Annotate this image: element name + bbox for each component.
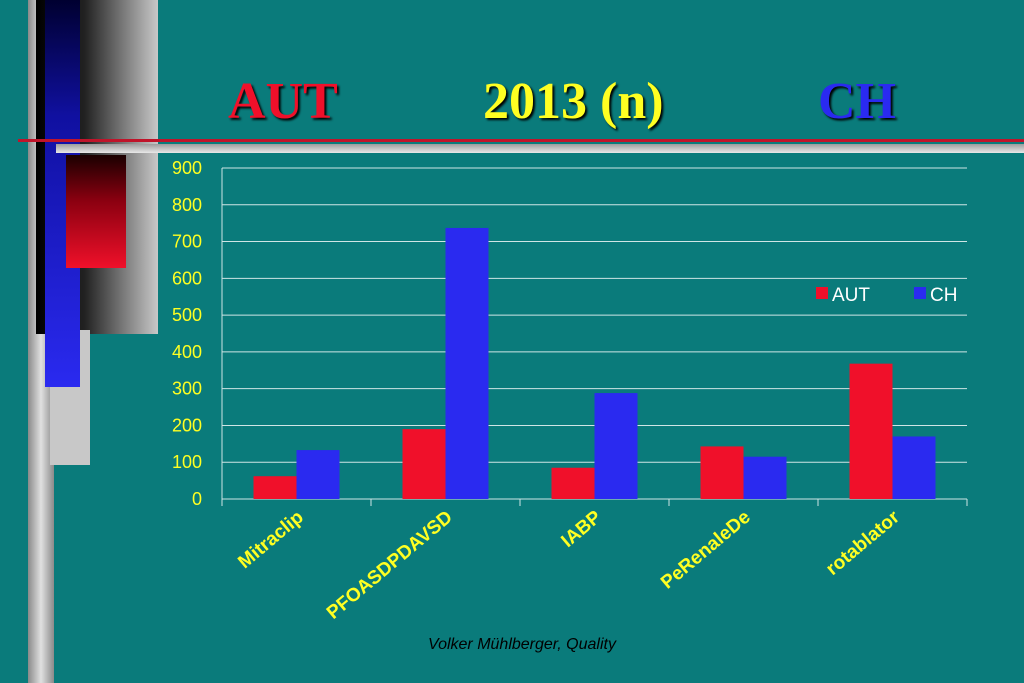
- x-tick-label: rotablator: [822, 506, 904, 579]
- title-aut: AUT: [228, 73, 338, 130]
- footer-credit: Volker Mühlberger, Quality: [428, 636, 616, 653]
- bar-aut-mitraclip: [253, 476, 297, 499]
- bar-ch-pfoasdpdavsd: [445, 227, 489, 499]
- y-tick-label: 200: [172, 415, 202, 435]
- bar-aut-pfoasdpdavsd: [402, 429, 446, 499]
- y-tick-label: 600: [172, 268, 202, 288]
- bar-aut-perenalede: [700, 446, 744, 499]
- y-tick-label: 100: [172, 452, 202, 472]
- y-tick-label: 900: [172, 158, 202, 178]
- bar-aut-rotablator: [849, 363, 893, 499]
- bar-ch-iabp: [594, 393, 638, 499]
- x-tick-label: IABP: [557, 507, 606, 552]
- legend-label-aut: AUT: [832, 285, 870, 306]
- title-ch: CH: [818, 73, 896, 130]
- y-tick-label: 700: [172, 232, 202, 252]
- bar-ch-rotablator: [892, 436, 936, 499]
- y-tick-label: 400: [172, 342, 202, 362]
- x-tick-label: PFOASDPDAVSD: [323, 507, 457, 624]
- x-tick-label: Mitraclip: [234, 507, 307, 573]
- legend-swatch-aut: [816, 287, 828, 299]
- y-tick-label: 300: [172, 379, 202, 399]
- bar-ch-perenalede: [743, 456, 787, 499]
- legend-label-ch: CH: [930, 285, 957, 306]
- title-rule-grey: [56, 144, 1024, 153]
- y-tick-label: 500: [172, 305, 202, 325]
- x-tick-label: PeRenaleDe: [657, 507, 755, 594]
- y-tick-label: 800: [172, 195, 202, 215]
- y-tick-label: 0: [192, 489, 202, 509]
- bar-aut-iabp: [551, 467, 595, 499]
- legend-swatch-ch: [914, 287, 926, 299]
- title-year: 2013 (n): [483, 73, 664, 130]
- decor-red-block: [66, 155, 126, 268]
- bar-ch-mitraclip: [296, 450, 340, 499]
- title-rule-red: [18, 139, 1024, 142]
